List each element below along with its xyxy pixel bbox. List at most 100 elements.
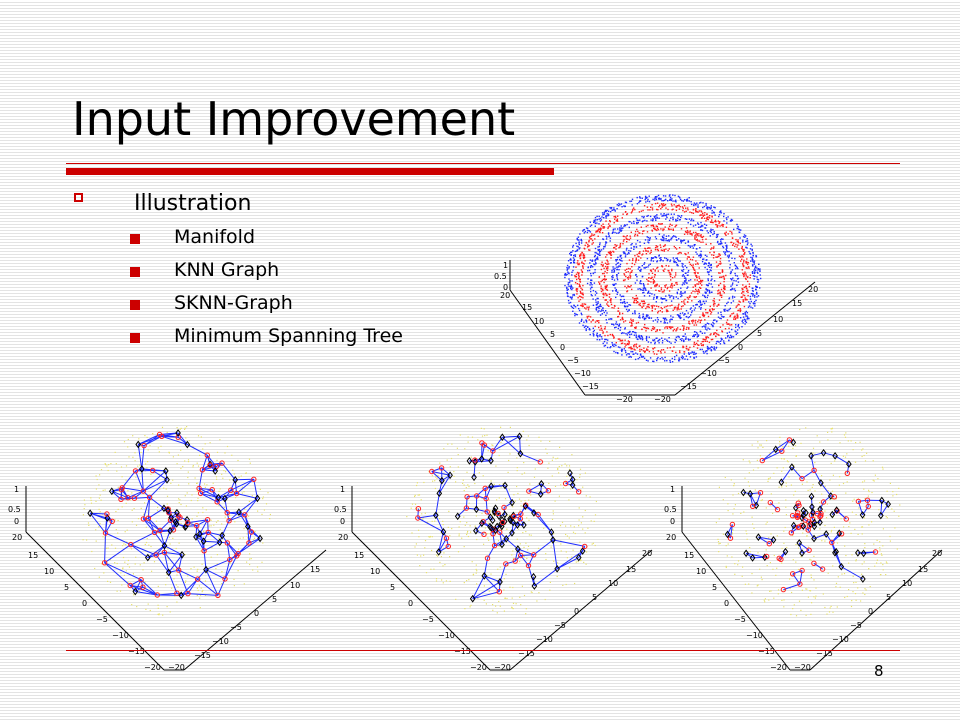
- manifold-point: [686, 282, 688, 284]
- background-dot: [138, 438, 140, 440]
- manifold-point: [629, 304, 632, 306]
- background-dot: [102, 489, 104, 491]
- manifold-point: [634, 254, 636, 257]
- manifold-point: [700, 308, 702, 310]
- manifold-point: [630, 318, 632, 320]
- manifold-point: [731, 219, 734, 221]
- background-dot: [166, 495, 169, 497]
- manifold-point: [701, 229, 704, 232]
- graph-node-red: [153, 552, 159, 558]
- background-dot: [734, 563, 736, 565]
- graph-node-black: [179, 550, 185, 559]
- manifold-point: [735, 280, 737, 282]
- manifold-point: [612, 274, 614, 277]
- background-dot: [116, 562, 118, 565]
- manifold-point: [603, 328, 606, 330]
- manifold-point: [568, 272, 570, 274]
- background-dot: [806, 588, 808, 590]
- manifold-point: [627, 285, 629, 288]
- background-dot: [761, 579, 763, 581]
- manifold-point: [589, 333, 591, 336]
- manifold-point: [663, 250, 665, 252]
- background-dot: [100, 499, 102, 501]
- manifold-point: [697, 293, 699, 295]
- background-dot: [558, 495, 560, 497]
- graph-edge: [472, 591, 500, 600]
- manifold-point: [753, 272, 756, 275]
- manifold-point: [693, 309, 696, 311]
- manifold-point: [614, 231, 616, 234]
- background-dot: [830, 531, 832, 533]
- manifold-point: [691, 218, 693, 220]
- background-dot: [833, 526, 835, 528]
- manifold-point: [576, 249, 579, 251]
- manifold-point: [655, 215, 657, 217]
- background-dot: [262, 496, 264, 498]
- manifold-point: [709, 208, 711, 210]
- manifold-point: [644, 327, 646, 329]
- manifold-point: [711, 216, 713, 218]
- manifold-point: [655, 245, 657, 247]
- manifold-point: [639, 317, 641, 319]
- manifold-point: [639, 200, 642, 202]
- manifold-point: [687, 256, 689, 258]
- manifold-point: [721, 270, 724, 272]
- manifold-point: [681, 325, 684, 327]
- manifold-point: [602, 342, 604, 345]
- manifold-point: [679, 316, 681, 319]
- manifold-point: [577, 236, 580, 238]
- manifold-point: [736, 278, 739, 280]
- background-dot: [528, 499, 530, 501]
- manifold-point: [603, 311, 605, 314]
- background-dot: [767, 480, 769, 482]
- manifold-point: [665, 218, 667, 220]
- manifold-point: [705, 262, 707, 265]
- graph-edge: [196, 525, 201, 535]
- manifold-point: [608, 251, 610, 253]
- manifold-point: [669, 196, 672, 199]
- background-dot: [578, 507, 580, 509]
- manifold-point: [752, 292, 754, 295]
- background-dot: [827, 572, 829, 574]
- background-dot: [767, 478, 769, 480]
- background-dot: [194, 477, 196, 479]
- manifold-point: [610, 301, 612, 303]
- manifold-point: [723, 316, 725, 318]
- manifold-point: [602, 288, 604, 290]
- graph-edge: [236, 478, 255, 494]
- graph-edge: [130, 544, 149, 558]
- background-dot: [157, 613, 159, 615]
- manifold-point: [694, 238, 696, 240]
- manifold-point: [687, 209, 689, 211]
- manifold-point: [719, 343, 722, 345]
- graph-edge: [143, 479, 168, 492]
- background-dot: [83, 499, 85, 501]
- manifold-point: [699, 302, 702, 304]
- background-dot: [579, 468, 582, 470]
- background-dot: [468, 486, 470, 488]
- manifold-point: [624, 211, 627, 213]
- background-dot: [202, 589, 204, 592]
- manifold-point: [659, 350, 662, 353]
- manifold-point: [704, 292, 707, 294]
- manifold-point: [713, 332, 715, 334]
- manifold-point: [726, 255, 729, 257]
- manifold-point: [649, 209, 651, 211]
- manifold-point: [684, 333, 686, 335]
- manifold-point: [714, 219, 717, 222]
- manifold-point: [643, 284, 645, 286]
- manifold-point: [611, 271, 613, 273]
- manifold-point: [670, 228, 672, 230]
- manifold-point: [710, 350, 713, 352]
- manifold-point: [589, 249, 591, 251]
- background-dot: [162, 614, 164, 616]
- manifold-point: [656, 267, 658, 269]
- manifold-point: [737, 325, 739, 328]
- manifold-point: [703, 223, 706, 225]
- background-dot: [121, 476, 123, 478]
- manifold-point: [702, 206, 704, 209]
- manifold-point: [662, 203, 665, 205]
- manifold-point: [688, 352, 690, 354]
- manifold-point: [578, 243, 580, 246]
- background-dot: [411, 532, 413, 534]
